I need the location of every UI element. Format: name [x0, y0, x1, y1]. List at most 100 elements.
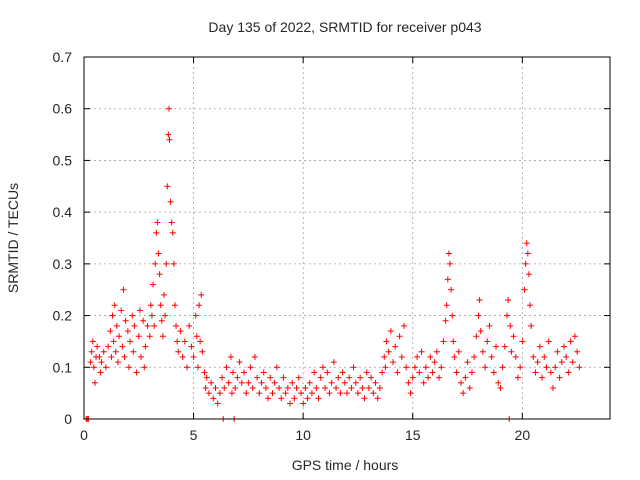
data-point	[324, 369, 331, 376]
data-point	[560, 343, 567, 350]
data-point	[462, 374, 469, 381]
data-point	[223, 364, 230, 371]
data-point	[225, 379, 232, 386]
x-tick-label: 5	[190, 427, 198, 443]
data-point	[113, 322, 120, 329]
data-point	[125, 364, 132, 371]
data-point	[505, 297, 512, 304]
data-point	[251, 353, 258, 360]
data-point	[379, 369, 386, 376]
y-tick-label: 0.7	[53, 49, 73, 65]
data-point	[354, 390, 361, 397]
data-point	[297, 390, 304, 397]
data-point	[416, 369, 423, 376]
data-point	[105, 343, 112, 350]
data-point	[482, 364, 489, 371]
data-point	[198, 291, 205, 298]
data-point	[517, 364, 524, 371]
data-point	[476, 297, 483, 304]
data-point	[197, 338, 204, 345]
data-point	[181, 338, 188, 345]
data-point	[311, 369, 318, 376]
data-point	[160, 291, 167, 298]
data-point	[141, 364, 148, 371]
data-point	[208, 379, 215, 386]
data-point	[552, 364, 559, 371]
data-point	[177, 328, 184, 335]
y-axis-label: SRMTID / TECUs	[5, 183, 21, 293]
x-tick-label: 10	[295, 427, 311, 443]
data-point	[365, 384, 372, 391]
data-point	[238, 379, 245, 386]
data-point	[291, 395, 298, 402]
data-point	[370, 390, 377, 397]
data-point	[326, 390, 333, 397]
data-point	[166, 136, 173, 143]
data-point	[448, 286, 455, 293]
data-point	[466, 384, 473, 391]
data-point	[116, 333, 123, 340]
data-point	[539, 374, 546, 381]
data-point	[574, 348, 581, 355]
x-tick-label: 15	[405, 427, 421, 443]
data-point	[247, 364, 254, 371]
data-point	[530, 353, 537, 360]
data-point	[196, 302, 203, 309]
data-point	[524, 250, 531, 257]
data-point	[547, 369, 554, 376]
data-point	[87, 359, 94, 366]
data-point	[534, 359, 541, 366]
y-tick-label: 0.4	[53, 204, 73, 220]
data-point	[381, 353, 388, 360]
data-point	[440, 338, 447, 345]
data-point	[91, 379, 98, 386]
data-point	[357, 374, 364, 381]
data-point	[383, 338, 390, 345]
data-point	[348, 384, 355, 391]
data-point	[405, 379, 412, 386]
data-point	[122, 317, 129, 324]
data-point	[521, 286, 528, 293]
data-point	[418, 348, 425, 355]
data-point	[129, 312, 136, 319]
data-point	[457, 379, 464, 386]
data-point	[394, 369, 401, 376]
data-point	[175, 348, 182, 355]
data-point	[527, 302, 534, 309]
data-point	[109, 312, 116, 319]
data-point	[144, 322, 151, 329]
x-tick-label: 20	[515, 427, 531, 443]
data-point	[194, 364, 201, 371]
data-point	[335, 374, 342, 381]
data-point	[508, 348, 515, 355]
data-point	[385, 348, 392, 355]
data-point	[216, 390, 223, 397]
data-point	[154, 219, 161, 226]
data-point	[210, 395, 217, 402]
data-point	[414, 353, 421, 360]
data-point	[156, 271, 163, 278]
y-tick-label: 0	[64, 411, 72, 427]
data-point	[495, 379, 502, 386]
data-point	[344, 390, 350, 397]
data-point	[486, 322, 493, 329]
data-point	[158, 317, 165, 324]
data-point	[488, 353, 495, 360]
data-point	[556, 374, 563, 381]
data-point	[545, 338, 552, 345]
data-point	[554, 348, 561, 355]
data-point	[571, 333, 578, 340]
data-point	[525, 271, 532, 278]
data-point	[94, 343, 101, 350]
y-tick-label: 0.3	[53, 256, 73, 272]
data-points	[83, 105, 583, 422]
data-point	[317, 374, 324, 381]
data-point	[114, 359, 121, 366]
data-point	[119, 343, 126, 350]
data-point	[536, 343, 543, 350]
data-point	[256, 390, 263, 397]
data-point	[236, 359, 243, 366]
x-tick-label: 0	[80, 427, 88, 443]
data-point	[503, 312, 510, 319]
